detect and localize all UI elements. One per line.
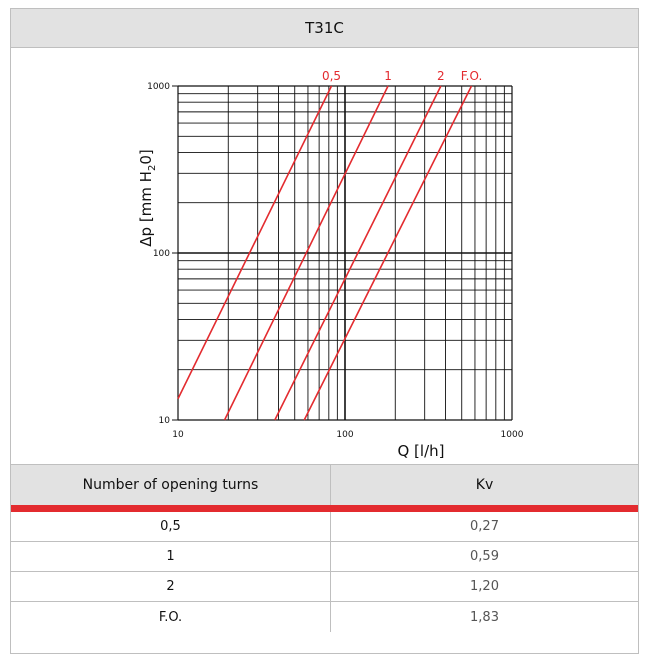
header-kv: Kv <box>475 477 494 493</box>
x-tick-label: 100 <box>336 430 353 440</box>
diagram-frame: T31C 10 100 1000 10 100 1000 0,5 1 2 F.O. Q [l/h] Δ… <box>10 8 639 654</box>
cell-kv: 0,59 <box>470 549 499 564</box>
cell-kv: 1,83 <box>470 609 499 625</box>
x-tick-label: 10 <box>172 430 184 440</box>
cell-turns: F.O. <box>11 602 331 632</box>
series-label: 0,5 <box>322 69 341 83</box>
y-axis-label: Δp [mm H20] <box>137 149 158 246</box>
kv-table: Number of opening turns Kv 0,5 0,27 1 0,… <box>11 464 638 632</box>
y-tick-label: 10 <box>159 416 171 426</box>
y-tick-label: 100 <box>153 249 170 259</box>
series-line <box>223 85 389 421</box>
cell-turns: 2 <box>11 572 331 601</box>
table-header: Number of opening turns Kv <box>11 464 638 505</box>
header-divider <box>11 505 638 512</box>
x-tick-label: 1000 <box>501 430 524 440</box>
series-label: F.O. <box>461 69 483 83</box>
series-line <box>303 85 473 421</box>
table-row: 0,5 0,27 <box>11 512 638 542</box>
x-axis-label: Q [l/h] <box>397 442 444 460</box>
series-line <box>274 85 442 421</box>
pressure-flow-chart: 10 100 1000 10 100 1000 0,5 1 2 F.O. Q [l/h] Δp [mm… <box>137 69 524 460</box>
y-tick-label: 1000 <box>147 82 170 92</box>
header-opening-turns: Number of opening turns <box>11 465 331 505</box>
cell-kv: 1,20 <box>470 579 499 594</box>
cell-kv: 0,27 <box>470 519 499 534</box>
table-row: 2 1,20 <box>11 572 638 602</box>
series-line <box>177 85 333 400</box>
cell-turns: 1 <box>11 542 331 571</box>
series-label: 1 <box>384 69 392 83</box>
cell-turns: 0,5 <box>11 512 331 541</box>
table-row: 1 0,59 <box>11 542 638 572</box>
chart-area: 10 100 1000 10 100 1000 0,5 1 2 F.O. Q [l/h] Δp [mm… <box>11 48 638 464</box>
series-label: 2 <box>437 69 445 83</box>
table-row: F.O. 1,83 <box>11 602 638 632</box>
chart-title: T31C <box>11 9 638 48</box>
